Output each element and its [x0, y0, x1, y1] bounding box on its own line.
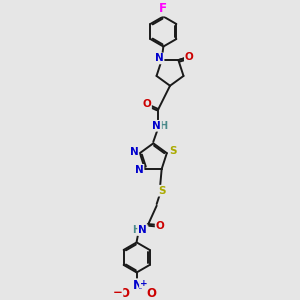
Text: H: H: [132, 225, 140, 235]
Text: O: O: [185, 52, 194, 62]
Text: O: O: [142, 99, 151, 109]
Text: N: N: [138, 225, 147, 235]
Text: S: S: [158, 186, 165, 196]
Text: N: N: [135, 165, 143, 175]
Text: F: F: [159, 2, 167, 16]
Text: S: S: [169, 146, 176, 156]
Text: O: O: [119, 287, 129, 300]
Text: H: H: [159, 121, 167, 131]
Text: +: +: [140, 279, 148, 288]
Text: N: N: [155, 53, 164, 63]
Text: N: N: [130, 147, 138, 157]
Text: N: N: [152, 121, 161, 131]
Text: −: −: [112, 286, 122, 299]
Text: N: N: [133, 279, 142, 292]
Text: O: O: [147, 287, 157, 300]
Text: O: O: [156, 221, 164, 231]
